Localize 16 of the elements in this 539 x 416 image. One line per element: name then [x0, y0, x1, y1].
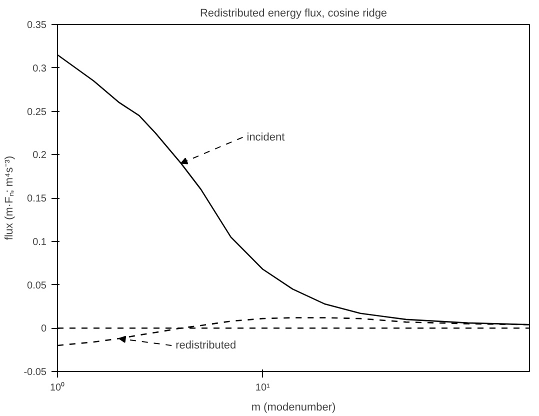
y-tick-label: 0.35: [27, 20, 47, 31]
chart-title: Redistributed energy flux, cosine ridge: [200, 8, 388, 20]
x-tick-label: 10¹: [255, 382, 271, 394]
annotation: incident: [246, 131, 285, 144]
y-tick-label: 0.25: [27, 106, 47, 118]
y-tick-label: 0.05: [27, 280, 47, 292]
y-tick-label: 0: [40, 324, 47, 335]
y-axis-title: flux (m·Fₙ; m⁴s⁻³): [4, 156, 16, 240]
x-tick-label: 10⁰: [50, 382, 66, 394]
y-tick-label: -0.05: [24, 367, 47, 378]
y-tick-label: 0.2: [32, 150, 47, 162]
y-tick-label: 0.15: [27, 194, 47, 204]
annotation: redistributed: [176, 339, 236, 352]
x-axis-title: m (modenumber): [251, 402, 336, 414]
y-tick-label: 0.3: [32, 63, 47, 74]
y-tick-label: 0.1: [32, 236, 47, 248]
